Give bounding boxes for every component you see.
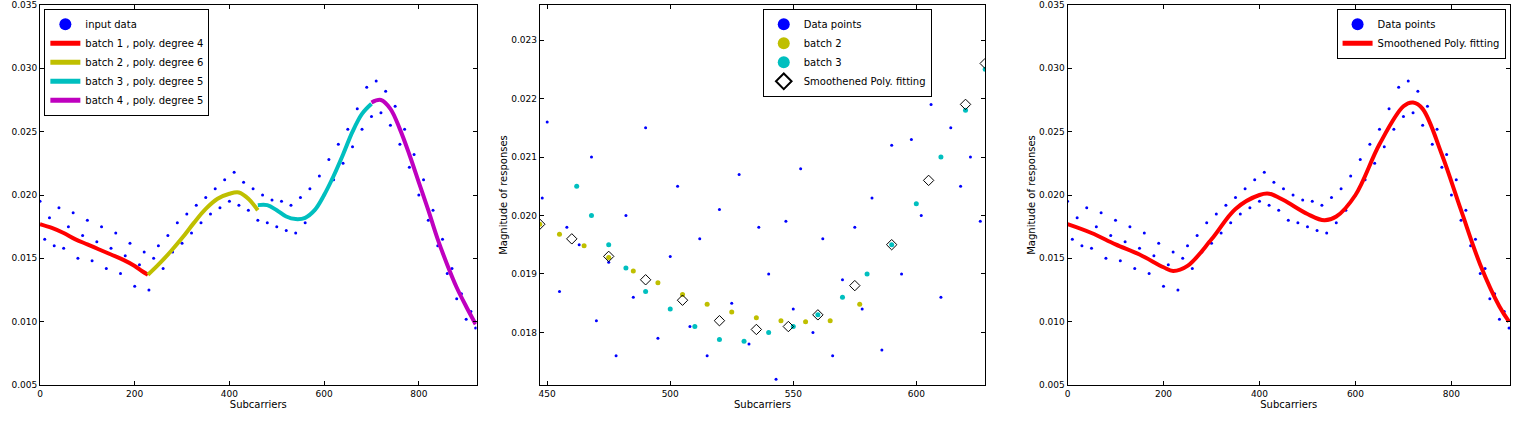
svg-text:0.020: 0.020 — [511, 211, 537, 221]
svg-text:batch 1 , poly. degree 4: batch 1 , poly. degree 4 — [85, 38, 203, 49]
svg-text:800: 800 — [410, 389, 427, 399]
svg-text:0.005: 0.005 — [1039, 380, 1065, 390]
svg-text:Data points: Data points — [804, 19, 862, 30]
svg-text:Magnitude of responses: Magnitude of responses — [1026, 135, 1037, 255]
svg-text:500: 500 — [662, 389, 679, 399]
svg-text:0.010: 0.010 — [11, 317, 37, 327]
svg-text:600: 600 — [1347, 389, 1364, 399]
svg-text:batch 2 , poly. degree 6: batch 2 , poly. degree 6 — [85, 57, 203, 68]
svg-text:800: 800 — [1443, 389, 1460, 399]
svg-text:Smoothened Poly. fitting: Smoothened Poly. fitting — [804, 76, 926, 87]
svg-text:Subcarriers: Subcarriers — [1260, 399, 1317, 410]
svg-text:0.021: 0.021 — [511, 152, 537, 162]
svg-text:0.020: 0.020 — [1039, 190, 1065, 200]
svg-text:0.035: 0.035 — [11, 0, 37, 10]
svg-text:200: 200 — [126, 389, 143, 399]
svg-text:400: 400 — [221, 389, 238, 399]
svg-text:Subcarriers: Subcarriers — [734, 399, 791, 410]
svg-text:400: 400 — [1251, 389, 1268, 399]
svg-text:0.030: 0.030 — [11, 63, 37, 73]
svg-text:batch 3: batch 3 — [804, 57, 842, 68]
svg-text:Subcarriers: Subcarriers — [230, 399, 287, 410]
svg-text:Data points: Data points — [1378, 19, 1436, 30]
svg-text:0.019: 0.019 — [511, 269, 537, 279]
svg-text:600: 600 — [316, 389, 333, 399]
svg-text:batch 2: batch 2 — [804, 38, 842, 49]
svg-text:600: 600 — [908, 389, 925, 399]
svg-text:0.015: 0.015 — [11, 253, 37, 263]
svg-text:0.005: 0.005 — [11, 380, 37, 390]
svg-text:0.022: 0.022 — [511, 94, 537, 104]
svg-text:0.035: 0.035 — [1039, 0, 1065, 10]
svg-text:0.023: 0.023 — [511, 35, 537, 45]
svg-text:0.010: 0.010 — [1039, 317, 1065, 327]
svg-text:450: 450 — [539, 389, 556, 399]
svg-text:0.020: 0.020 — [11, 190, 37, 200]
svg-text:200: 200 — [1155, 389, 1172, 399]
svg-text:Smoothened Poly. fitting: Smoothened Poly. fitting — [1378, 38, 1500, 49]
svg-text:550: 550 — [785, 389, 802, 399]
svg-text:batch 4 , poly. degree 5: batch 4 , poly. degree 5 — [85, 95, 203, 106]
svg-text:0.025: 0.025 — [1039, 127, 1065, 137]
svg-text:batch 3 , poly. degree 5: batch 3 , poly. degree 5 — [85, 76, 203, 87]
svg-text:0.015: 0.015 — [1039, 253, 1065, 263]
svg-text:0.025: 0.025 — [11, 127, 37, 137]
svg-text:0: 0 — [1065, 389, 1071, 399]
svg-text:0.018: 0.018 — [511, 328, 537, 338]
svg-text:Magnitude of responses: Magnitude of responses — [498, 135, 509, 255]
svg-text:0: 0 — [37, 389, 43, 399]
svg-text:0.030: 0.030 — [1039, 63, 1065, 73]
svg-text:input data: input data — [85, 19, 136, 30]
